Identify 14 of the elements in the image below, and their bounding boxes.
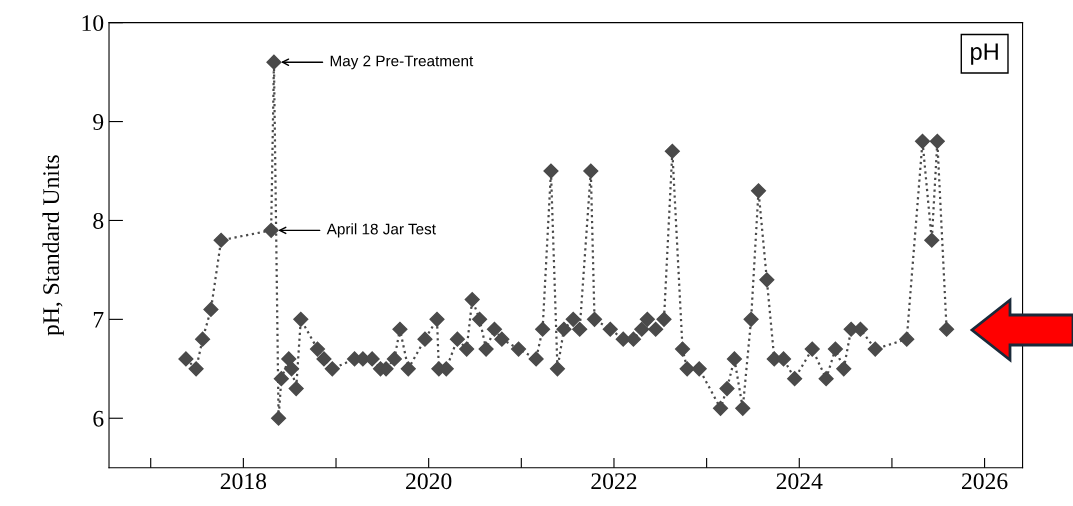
y-axis-title: pH, Standard Units <box>42 155 64 336</box>
x-tick-label: 2020 <box>406 473 452 490</box>
x-tick-label: 2026 <box>962 473 1008 490</box>
annotation: pH <box>971 43 998 65</box>
y-tick-label: 7 <box>93 312 104 328</box>
x-tick-label: 2018 <box>220 473 267 490</box>
x-tick-label: 2024 <box>776 473 823 490</box>
y-tick-label: 8 <box>93 212 104 229</box>
y-tick-label: 9 <box>93 114 104 130</box>
annotation: April 18 Jar Test <box>326 223 436 238</box>
y-tick-label: 6 <box>93 410 104 427</box>
annotation: May 2 Pre-Treatment <box>330 55 474 70</box>
y-tick-label: 10 <box>82 15 104 32</box>
x-tick-label: 2022 <box>591 473 637 490</box>
